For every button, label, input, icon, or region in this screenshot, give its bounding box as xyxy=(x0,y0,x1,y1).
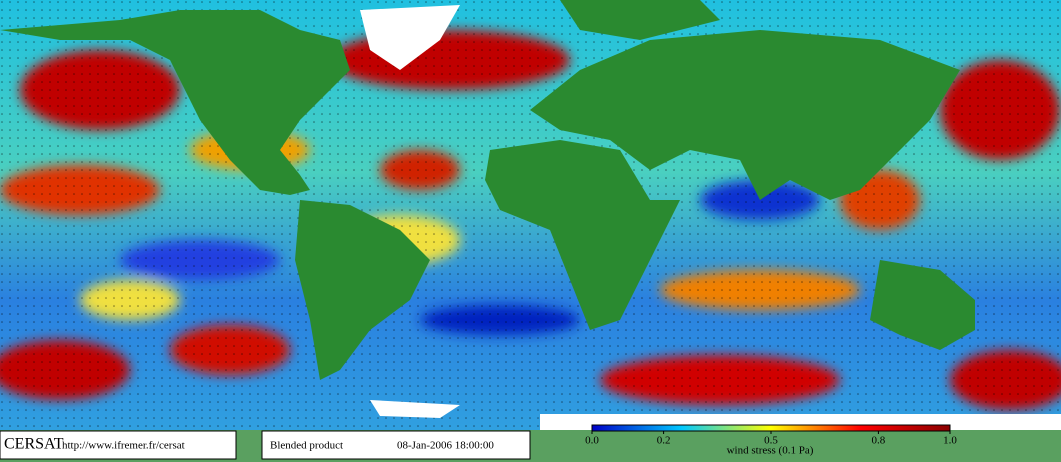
logo: CERSAT xyxy=(4,436,64,453)
datetime: 08-Jan-2006 18:00:00 xyxy=(397,440,494,452)
colorbar-tick-label: 0.8 xyxy=(872,435,886,447)
product-box xyxy=(261,430,531,460)
colorbar-tick-label: 0.5 xyxy=(764,435,778,447)
product: Blended product xyxy=(270,440,343,452)
colorbar: 0.0 0.2 0.5 0.8 1.0 xyxy=(585,424,957,447)
colorbar-tick-label: 0.2 xyxy=(657,435,671,447)
logo-box xyxy=(0,430,237,460)
colorbar-tick-label: 1.0 xyxy=(943,435,957,447)
url: http://www.ifremer.fr/cersat xyxy=(62,440,185,452)
colorbar-bar xyxy=(591,424,951,432)
colorbar-tick-label: 0.0 xyxy=(585,435,599,447)
colorbar-label: wind stress (0.1 Pa) xyxy=(727,445,814,457)
